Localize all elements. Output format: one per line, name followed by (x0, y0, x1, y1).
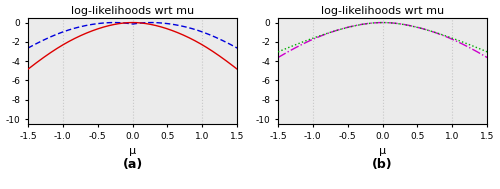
X-axis label: μ: μ (379, 146, 386, 156)
X-axis label: μ: μ (129, 146, 136, 156)
Text: (b): (b) (372, 158, 393, 171)
Text: (a): (a) (122, 158, 142, 171)
Title: log-likelihoods wrt mu: log-likelihoods wrt mu (71, 5, 194, 15)
Title: log-likelihoods wrt mu: log-likelihoods wrt mu (321, 5, 444, 15)
